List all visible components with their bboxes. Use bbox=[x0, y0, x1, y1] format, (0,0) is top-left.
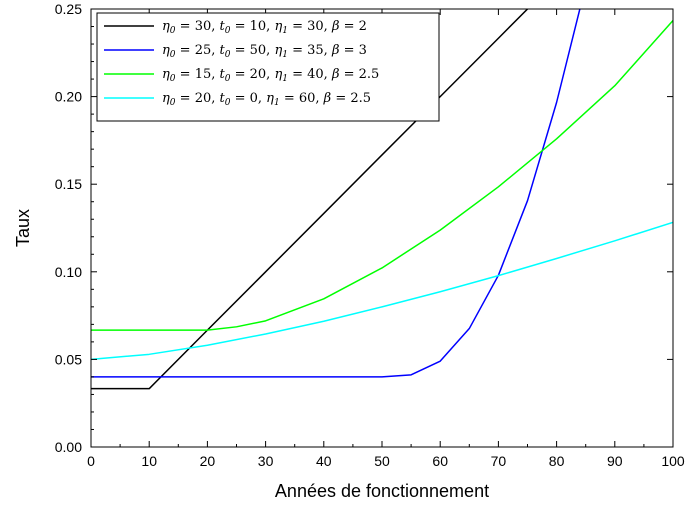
x-tick-label: 30 bbox=[258, 453, 274, 469]
y-axis-label: Taux bbox=[13, 209, 33, 247]
y-tick-label: 0.05 bbox=[55, 351, 82, 367]
x-axis-label: Années de fonctionnement bbox=[275, 481, 489, 501]
legend-box bbox=[96, 12, 440, 122]
series-line-3 bbox=[91, 20, 673, 331]
x-tick-label: 100 bbox=[661, 453, 685, 469]
x-tick-label: 20 bbox=[200, 453, 216, 469]
x-tick-label: 80 bbox=[549, 453, 565, 469]
y-tick-label: 0.25 bbox=[55, 1, 82, 17]
series-line-1 bbox=[91, 9, 529, 390]
legend-label: η0 = 15, t0 = 20, η1 = 40, β = 2.5 bbox=[162, 67, 379, 84]
x-tick-label: 50 bbox=[374, 453, 390, 469]
series-line-4 bbox=[91, 221, 673, 361]
legend-label: η0 = 30, t0 = 10, η1 = 30, β = 2 bbox=[162, 19, 367, 36]
legend-label: η0 = 25, t0 = 50, η1 = 35, β = 3 bbox=[162, 43, 367, 60]
x-tick-label: 40 bbox=[316, 453, 332, 469]
y-tick-label: 0.15 bbox=[55, 176, 82, 192]
series-line-2 bbox=[91, 9, 581, 378]
y-tick-label: 0.10 bbox=[55, 264, 82, 280]
x-tick-label: 0 bbox=[87, 453, 95, 469]
x-tick-label: 70 bbox=[491, 453, 507, 469]
legend: η0 = 30, t0 = 10, η1 = 30, β = 2 η0 = 25,… bbox=[96, 12, 440, 122]
legend-label: η0 = 20, t0 = 0, η1 = 60, β = 2.5 bbox=[162, 91, 371, 108]
x-tick-label: 90 bbox=[607, 453, 623, 469]
x-tick-label: 60 bbox=[432, 453, 448, 469]
ticks-layer: 0 10 20 30 40 50 60 70 80 90 100 0.00 0.05 0.10 0.15 0.… bbox=[55, 1, 685, 469]
y-tick-label: 0.20 bbox=[55, 89, 82, 105]
y-tick-label: 0.00 bbox=[55, 439, 82, 455]
x-tick-label: 10 bbox=[141, 453, 157, 469]
series-layer bbox=[91, 9, 673, 390]
